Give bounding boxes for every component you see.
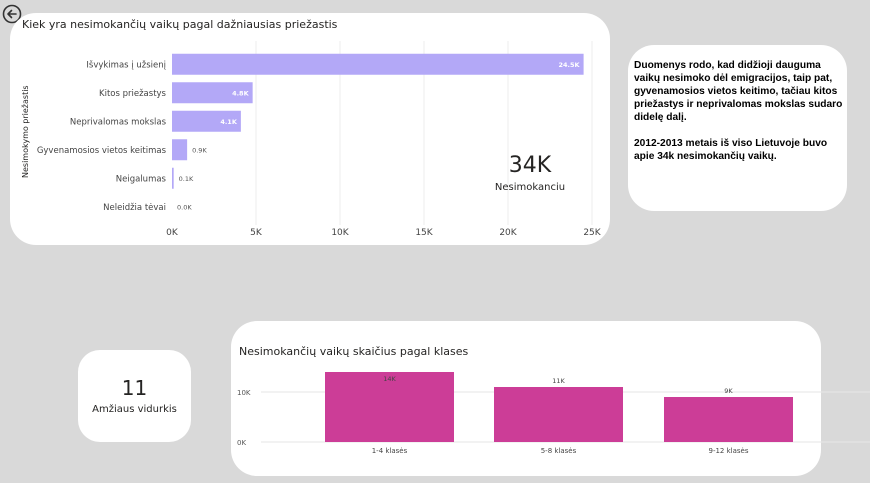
insight-card: Duomenys rodo, kad didžioji dauguma vaik… xyxy=(628,45,847,211)
category-label-isvykimas-i-uzsieni: Išvykimas į užsienį xyxy=(86,59,166,70)
bar-kitos-priezastys xyxy=(172,82,253,104)
category-label-kitos-priezastys: Kitos priežastys xyxy=(99,89,167,99)
x-tick-label: 25K xyxy=(583,228,601,238)
data-label-gyvenamosios-vietos-keitimas: 0.9K xyxy=(192,146,207,154)
data-label-kitos-priezastys: 4.8K xyxy=(232,89,250,97)
x-tick-label: 10K xyxy=(331,228,349,238)
category-label-5-8-klases: 5-8 klasės xyxy=(541,447,577,455)
category-label-9-12-klases: 9-12 klasės xyxy=(708,447,748,455)
bar-neigalumas xyxy=(172,167,174,189)
category-label-neigalumas: Neigalumas xyxy=(116,174,167,184)
x-tick-label: 20K xyxy=(499,228,517,238)
reasons-chart-title: Kiek yra nesimokančių vaikų pagal dažnia… xyxy=(22,18,338,31)
bar-9-12-klases xyxy=(664,397,793,442)
total-kpi-label: Nesimokanciu xyxy=(494,182,566,193)
y-tick-label: 10K xyxy=(237,389,251,397)
grades-bar-chart: 0K 10K 14K 1-4 klasės 11K 5-8 klasės 9K 9-12 kl… xyxy=(237,372,870,455)
x-tick-label: 5K xyxy=(250,228,263,238)
category-label-gyvenamosios-vietos-keitimas: Gyvenamosios vietos keitimas xyxy=(37,146,167,156)
reasons-chart-card: Kiek yra nesimokančių vaikų pagal dažnia… xyxy=(10,13,610,245)
category-label-neleidzia-tevai: Neleidžia tėvai xyxy=(103,203,166,213)
data-label-neleidzia-tevai: 0.0K xyxy=(177,203,192,211)
bar-5-8-klases xyxy=(494,387,623,442)
insight-text: Duomenys rodo, kad didžioji dauguma vaik… xyxy=(634,59,844,176)
data-label-9-12-klases: 9K xyxy=(724,387,733,395)
bar-1-4-klases xyxy=(325,372,454,442)
data-label-5-8-klases: 11K xyxy=(552,377,565,385)
data-label-isvykimas-i-uzsieni: 24.5K xyxy=(559,61,581,69)
x-tick-label: 0K xyxy=(166,228,179,238)
grades-chart-card: Nesimokančių vaikų skaičius pagal klases… xyxy=(231,321,870,476)
x-tick-label: 15K xyxy=(415,228,433,238)
age-kpi-card: 11 Amžiaus vidurkis xyxy=(78,350,191,442)
total-kpi: 34K Nesimokanciu xyxy=(480,153,580,193)
data-label-1-4-klases: 14K xyxy=(383,375,396,383)
category-label-neprivalomas-mokslas: Neprivalomas mokslas xyxy=(70,117,167,127)
reasons-bar-chart: 0K 5K 10K 15K 20K 25K Išvykimas į užsienį 24.5K… xyxy=(37,41,602,238)
data-label-neigalumas: 0.1K xyxy=(179,175,194,183)
grades-chart-title: Nesimokančių vaikų skaičius pagal klases xyxy=(239,345,469,358)
insight-paragraph-1: Duomenys rodo, kad didžioji dauguma vaik… xyxy=(634,60,843,123)
insight-paragraph-2: 2012-2013 metais iš viso Lietuvoje buvo … xyxy=(634,138,828,162)
bar-gyvenamosios-vietos-keitimas xyxy=(172,139,188,161)
back-button[interactable] xyxy=(2,4,22,24)
data-label-neprivalomas-mokslas: 4.1K xyxy=(220,118,238,126)
bar-isvykimas-i-uzsieni xyxy=(172,53,584,75)
category-label-1-4-klases: 1-4 klasės xyxy=(372,447,408,455)
age-kpi-label: Amžiaus vidurkis xyxy=(92,404,177,415)
bar-neprivalomas-mokslas xyxy=(172,110,241,132)
back-arrow-icon xyxy=(2,4,22,24)
total-kpi-value: 34K xyxy=(508,153,552,178)
y-tick-label: 0K xyxy=(237,439,246,447)
age-kpi-value: 11 xyxy=(121,376,148,400)
